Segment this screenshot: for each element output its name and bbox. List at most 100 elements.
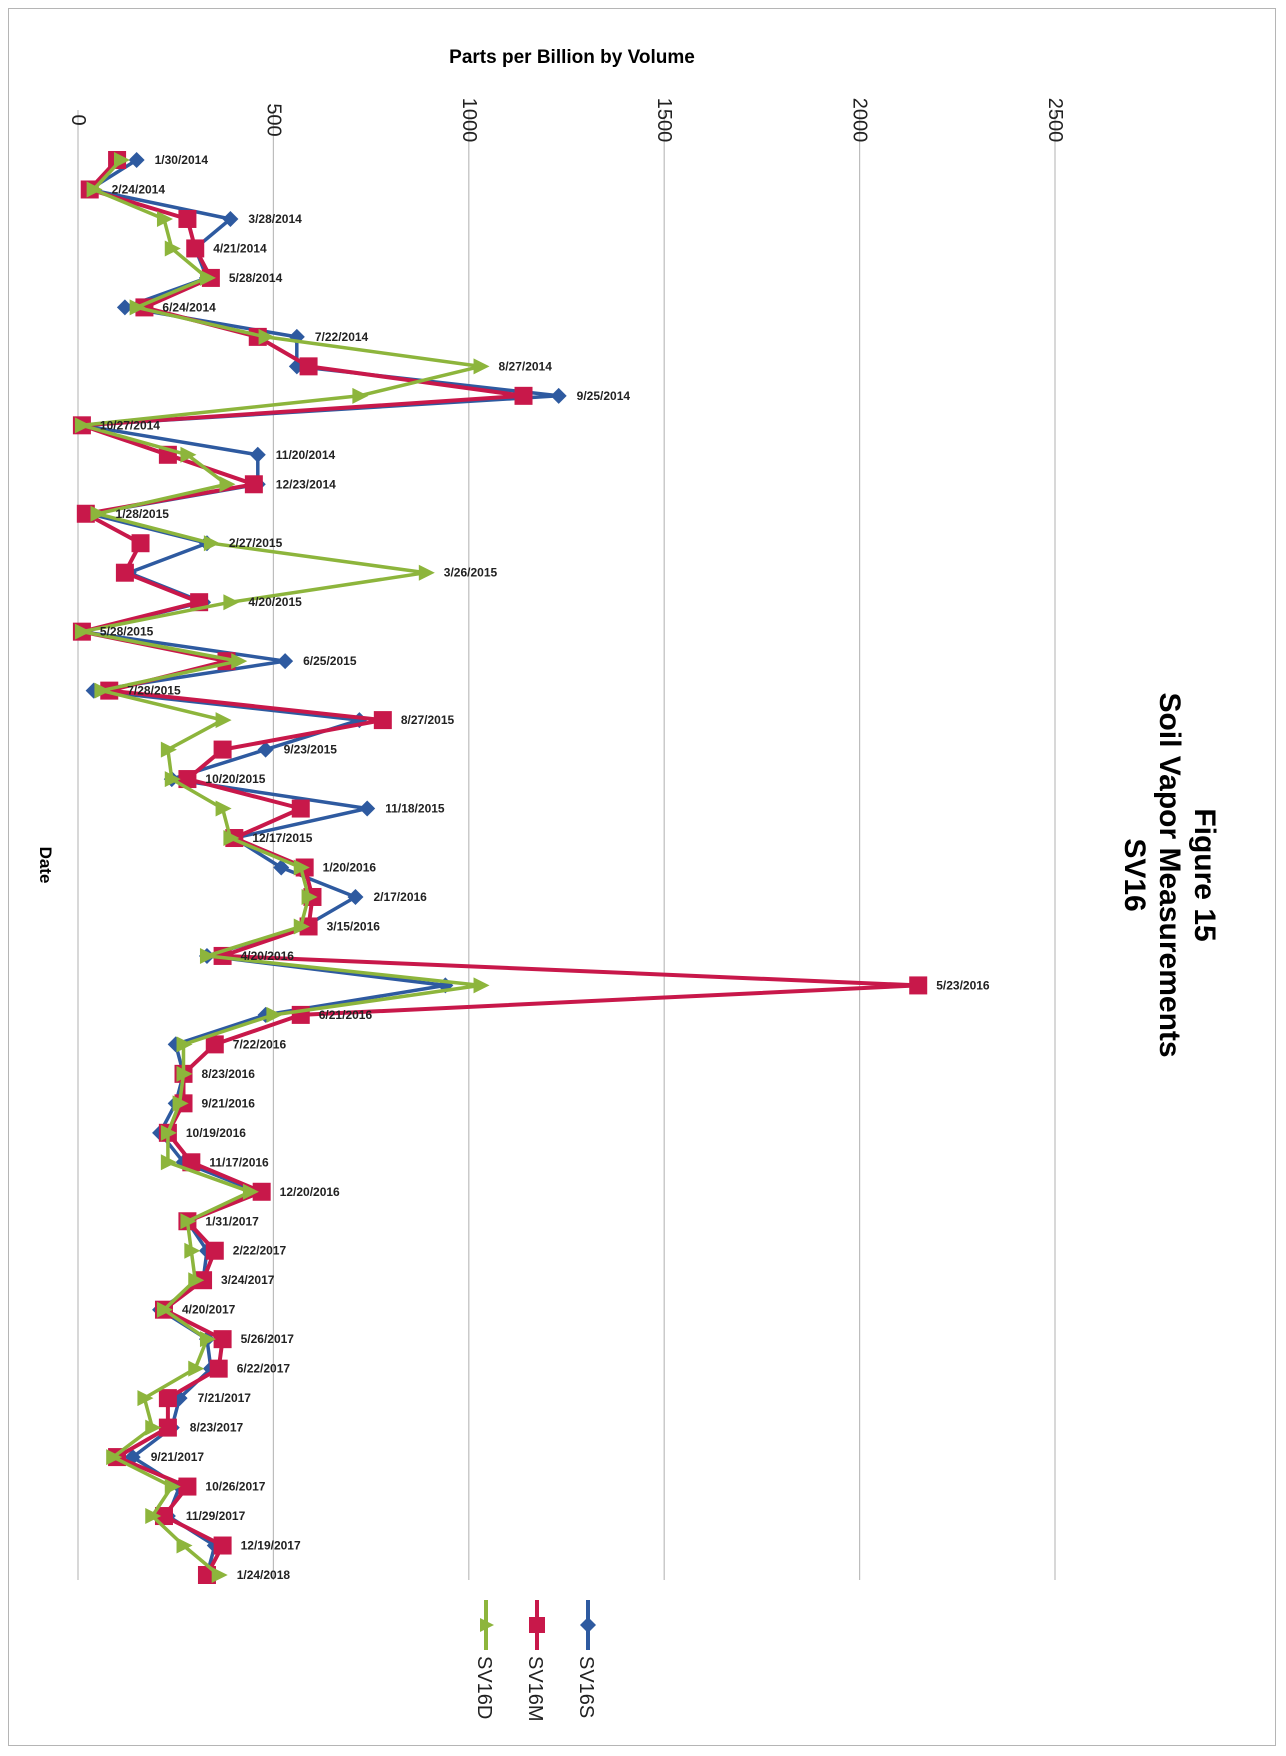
data-point bbox=[223, 594, 239, 610]
x-category-label: 7/22/2014 bbox=[315, 330, 369, 344]
x-category-label: 12/20/2016 bbox=[280, 1185, 340, 1199]
data-point bbox=[186, 239, 204, 257]
data-point bbox=[212, 1567, 228, 1583]
x-axis-title: Date bbox=[36, 847, 55, 884]
data-point bbox=[374, 711, 392, 729]
data-point bbox=[129, 152, 145, 168]
category-labels: 1/30/2014 2/24/2014 3/28/2014 4/21/2014 5/28… bbox=[100, 153, 990, 1582]
series-line bbox=[82, 160, 559, 1575]
data-point bbox=[515, 387, 533, 405]
data-point bbox=[300, 357, 318, 375]
x-category-label: 7/21/2017 bbox=[198, 1391, 252, 1405]
data-point bbox=[250, 447, 266, 463]
x-category-label: 3/24/2017 bbox=[221, 1273, 275, 1287]
x-category-label: 6/21/2016 bbox=[319, 1008, 373, 1022]
data-point bbox=[347, 889, 363, 905]
y-axis-ticks: 0 500 1000 1500 2000 2500 bbox=[67, 98, 1066, 143]
data-point bbox=[178, 210, 196, 228]
data-point bbox=[419, 565, 435, 581]
y-tick-label: 500 bbox=[262, 103, 284, 136]
chart-subtitle-line-2: SV16 bbox=[1118, 838, 1151, 911]
x-category-label: 12/17/2015 bbox=[252, 831, 312, 845]
x-category-label: 10/27/2014 bbox=[100, 418, 160, 432]
data-point bbox=[277, 653, 293, 669]
data-point bbox=[159, 1389, 177, 1407]
x-category-label: 7/22/2016 bbox=[233, 1037, 287, 1051]
x-category-label: 8/23/2016 bbox=[202, 1067, 256, 1081]
legend: SV16S SV16M SV16D bbox=[473, 1600, 597, 1722]
legend-label: SV16S bbox=[575, 1656, 597, 1718]
data-point bbox=[551, 388, 567, 404]
x-category-label: 6/22/2017 bbox=[237, 1362, 291, 1376]
x-category-label: 6/25/2015 bbox=[303, 654, 357, 668]
x-category-label: 4/20/2017 bbox=[182, 1303, 236, 1317]
x-category-label: 11/20/2014 bbox=[276, 448, 336, 462]
x-category-label: 5/23/2016 bbox=[936, 978, 990, 992]
y-tick-label: 1000 bbox=[458, 98, 480, 143]
x-category-label: 5/28/2014 bbox=[229, 271, 283, 285]
data-point bbox=[474, 977, 490, 993]
x-category-label: 10/20/2015 bbox=[205, 772, 265, 786]
data-point bbox=[204, 535, 220, 551]
x-category-label: 10/26/2017 bbox=[205, 1480, 265, 1494]
data-point bbox=[206, 1242, 224, 1260]
data-point bbox=[132, 534, 150, 552]
x-category-label: 11/17/2016 bbox=[209, 1155, 269, 1169]
x-category-label: 9/25/2014 bbox=[577, 389, 631, 403]
data-point bbox=[214, 1330, 232, 1348]
x-category-label: 11/29/2017 bbox=[186, 1509, 246, 1523]
legend-item-sv16m: SV16M bbox=[524, 1600, 546, 1722]
legend-item-sv16s: SV16S bbox=[575, 1600, 597, 1718]
legend-marker bbox=[529, 1617, 545, 1633]
x-category-label: 8/23/2017 bbox=[190, 1421, 244, 1435]
x-category-label: 5/26/2017 bbox=[241, 1332, 295, 1346]
data-point bbox=[116, 564, 134, 582]
x-category-label: 4/20/2015 bbox=[248, 595, 302, 609]
x-category-label: 3/15/2016 bbox=[327, 919, 381, 933]
x-category-label: 1/20/2016 bbox=[323, 861, 377, 875]
legend-label: SV16D bbox=[473, 1656, 495, 1719]
data-point bbox=[210, 1360, 228, 1378]
x-category-label: 2/27/2015 bbox=[229, 536, 283, 550]
x-category-label: 1/24/2018 bbox=[237, 1568, 291, 1582]
x-category-label: 1/31/2017 bbox=[205, 1214, 259, 1228]
data-point bbox=[474, 358, 490, 374]
x-category-label: 8/27/2015 bbox=[401, 713, 455, 727]
chart-subtitle-line-1: Soil Vapor Measurements bbox=[1153, 692, 1186, 1057]
x-category-label: 4/21/2014 bbox=[213, 241, 267, 255]
x-category-label: 12/23/2014 bbox=[276, 477, 336, 491]
legend-item-sv16d: SV16D bbox=[473, 1600, 495, 1719]
x-category-label: 3/28/2014 bbox=[248, 212, 302, 226]
chart-title: Figure 15 bbox=[1188, 808, 1221, 941]
x-category-label: 9/21/2016 bbox=[202, 1096, 256, 1110]
x-category-label: 9/23/2015 bbox=[284, 743, 338, 757]
data-point bbox=[292, 800, 310, 818]
data-point bbox=[359, 801, 375, 817]
legend-label: SV16M bbox=[524, 1656, 546, 1722]
data-point bbox=[206, 1035, 224, 1053]
x-category-label: 7/28/2015 bbox=[127, 684, 181, 698]
x-category-label: 6/24/2014 bbox=[162, 300, 216, 314]
x-category-label: 1/30/2014 bbox=[155, 153, 209, 167]
data-point bbox=[214, 741, 232, 759]
x-category-label: 12/19/2017 bbox=[241, 1539, 301, 1553]
y-tick-label: 0 bbox=[67, 114, 89, 125]
legend-marker bbox=[580, 1617, 596, 1633]
y-axis-title: Parts per Billion by Volume bbox=[449, 47, 695, 68]
x-category-label: 9/21/2017 bbox=[151, 1450, 205, 1464]
x-category-label: 2/24/2014 bbox=[112, 182, 166, 196]
data-point bbox=[159, 1419, 177, 1437]
y-tick-label: 2500 bbox=[1044, 98, 1066, 143]
x-category-label: 5/28/2015 bbox=[100, 625, 154, 639]
data-point bbox=[216, 712, 232, 728]
x-category-label: 3/26/2015 bbox=[444, 566, 498, 580]
y-tick-label: 2000 bbox=[849, 98, 871, 143]
data-point bbox=[214, 1537, 232, 1555]
data-point bbox=[245, 475, 263, 493]
y-tick-label: 1500 bbox=[653, 98, 675, 143]
data-point bbox=[178, 1478, 196, 1496]
x-category-label: 4/20/2016 bbox=[241, 949, 295, 963]
data-point bbox=[352, 388, 368, 404]
